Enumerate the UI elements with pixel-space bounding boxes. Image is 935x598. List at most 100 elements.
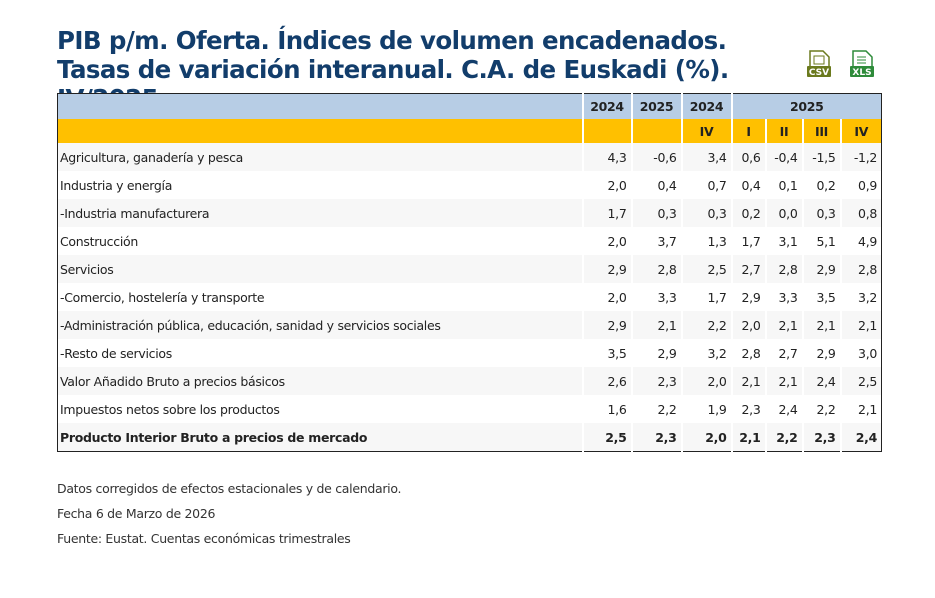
- value-cell: 2,4: [764, 395, 803, 423]
- value-cell: 2,0: [680, 367, 732, 395]
- value-cell: 2,3: [730, 395, 766, 423]
- value-cell: 2,0: [680, 423, 732, 452]
- table-row: Construcción 2,0 3,7 1,3 1,7 3,1 5,1 4,9: [58, 227, 882, 255]
- value-cell: 0,3: [630, 199, 682, 227]
- row-label: -Industria manufacturera: [57, 199, 583, 227]
- value-cell: 0,4: [730, 171, 766, 199]
- value-cell: 1,3: [680, 227, 732, 255]
- value-cell: 0,9: [839, 171, 882, 199]
- value-cell: -1,5: [801, 143, 841, 171]
- header-cell: I: [730, 119, 766, 143]
- header-cell: 2024: [680, 93, 732, 119]
- value-cell: 3,1: [764, 227, 803, 255]
- value-cell: 2,1: [839, 311, 882, 339]
- value-cell: 2,2: [764, 423, 803, 452]
- table-row: Impuestos netos sobre los productos 1,6 2,…: [58, 395, 882, 423]
- row-label: -Resto de servicios: [60, 345, 172, 361]
- value-cell: 1,7: [581, 199, 632, 227]
- value-cell: 2,7: [764, 339, 803, 367]
- data-table: 2024 2025 2024 2025 IV I II III IV Agric…: [57, 93, 883, 452]
- value-cell: 0,2: [801, 171, 841, 199]
- value-cell: 2,2: [680, 311, 732, 339]
- value-cell: 0,0: [764, 199, 803, 227]
- value-cell: 3,2: [839, 283, 882, 311]
- value-cell: 2,5: [839, 367, 882, 395]
- value-cell: 2,8: [630, 255, 682, 283]
- value-cell: 2,3: [801, 423, 841, 452]
- value-cell: 2,9: [581, 311, 632, 339]
- value-cell: 2,9: [801, 255, 841, 283]
- row-label: Producto Interior Bruto a precios de mer…: [57, 423, 583, 452]
- table-row: -Resto de servicios 3,5 2,9 3,2 2,8 2,7 2,9 3,0: [58, 339, 882, 367]
- value-cell: 0,7: [680, 171, 732, 199]
- xls-download-icon[interactable]: XLS: [849, 50, 875, 80]
- value-cell: 0,4: [630, 171, 682, 199]
- value-cell: 2,1: [630, 311, 682, 339]
- value-cell: 0,3: [680, 199, 732, 227]
- table-row: Industria y energía 2,0 0,4 0,7 0,4 0,1 0,2 0,9: [58, 171, 882, 199]
- table-row: -Comercio, hostelería y transporte 2,0 3,3…: [58, 283, 882, 311]
- value-cell: 2,0: [730, 311, 766, 339]
- value-cell: 1,7: [730, 227, 766, 255]
- table-row: -Administración pública, educación, sani…: [57, 311, 882, 339]
- value-cell: 2,3: [630, 423, 682, 452]
- value-cell: 2,5: [680, 255, 732, 283]
- header-cell: [57, 119, 583, 143]
- value-cell: 4,3: [581, 143, 632, 171]
- value-cell: 2,8: [730, 339, 766, 367]
- table-row: Servicios 2,9 2,8 2,5 2,7 2,8 2,9 2,8: [57, 255, 882, 283]
- value-cell: -0,4: [764, 143, 803, 171]
- value-cell: 2,3: [630, 367, 682, 395]
- value-cell: 4,9: [839, 227, 882, 255]
- header-cell: IV: [680, 119, 732, 143]
- value-cell: 2,1: [764, 311, 803, 339]
- value-cell: 2,1: [764, 367, 803, 395]
- footnote-adjustment: Datos corregidos de efectos estacionales…: [57, 481, 402, 496]
- value-cell: 2,2: [630, 395, 682, 423]
- value-cell: 3,7: [630, 227, 682, 255]
- value-cell: 2,4: [839, 423, 882, 452]
- value-cell: 2,9: [801, 339, 841, 367]
- value-cell: 2,5: [581, 423, 632, 452]
- footnote-date: Fecha 6 de Marzo de 2026: [57, 506, 216, 521]
- value-cell: 0,6: [730, 143, 766, 171]
- header-cell: [57, 93, 583, 119]
- header-cell: III: [801, 119, 841, 143]
- header-cell: 2025: [630, 93, 682, 119]
- value-cell: 0,1: [764, 171, 803, 199]
- value-cell: 2,2: [801, 395, 841, 423]
- value-cell: 2,0: [581, 171, 632, 199]
- value-cell: 2,1: [730, 367, 766, 395]
- svg-text:CSV: CSV: [809, 68, 829, 78]
- value-cell: 2,1: [730, 423, 766, 452]
- value-cell: 2,7: [730, 255, 766, 283]
- row-label: Industria y energía: [60, 177, 173, 193]
- value-cell: 3,2: [680, 339, 732, 367]
- value-cell: 0,2: [730, 199, 766, 227]
- value-cell: 2,0: [581, 283, 632, 311]
- row-label: Impuestos netos sobre los productos: [60, 401, 280, 417]
- value-cell: 2,9: [630, 339, 682, 367]
- value-cell: 0,8: [839, 199, 882, 227]
- header-cell: [630, 119, 682, 143]
- value-cell: -0,6: [630, 143, 682, 171]
- table-row: Agricultura, ganadería y pesca 4,3 -0,6 3,4…: [57, 143, 882, 171]
- table-row: Producto Interior Bruto a precios de mer…: [57, 423, 882, 452]
- csv-download-icon[interactable]: CSV: [806, 50, 832, 80]
- row-label: -Comercio, hostelería y transporte: [60, 289, 265, 305]
- value-cell: 5,1: [801, 227, 841, 255]
- header-cell: [581, 119, 632, 143]
- value-cell: 2,9: [730, 283, 766, 311]
- table-row: Valor Añadido Bruto a precios básicos 2,6…: [57, 367, 882, 395]
- page-title: PIB p/m. Oferta. Índices de volumen enca…: [57, 26, 729, 113]
- svg-text:XLS: XLS: [852, 68, 871, 78]
- value-cell: 2,0: [581, 227, 632, 255]
- value-cell: 2,9: [581, 255, 632, 283]
- value-cell: 3,3: [630, 283, 682, 311]
- table-row: -Industria manufacturera 1,7 0,3 0,3 0,2 0,0 0…: [57, 199, 882, 227]
- header-cell: 2024: [581, 93, 632, 119]
- row-label: Valor Añadido Bruto a precios básicos: [57, 367, 583, 395]
- header-cell: 2025: [730, 93, 882, 119]
- row-label: Construcción: [60, 233, 138, 249]
- header-row-years: 2024 2025 2024 2025: [57, 93, 882, 119]
